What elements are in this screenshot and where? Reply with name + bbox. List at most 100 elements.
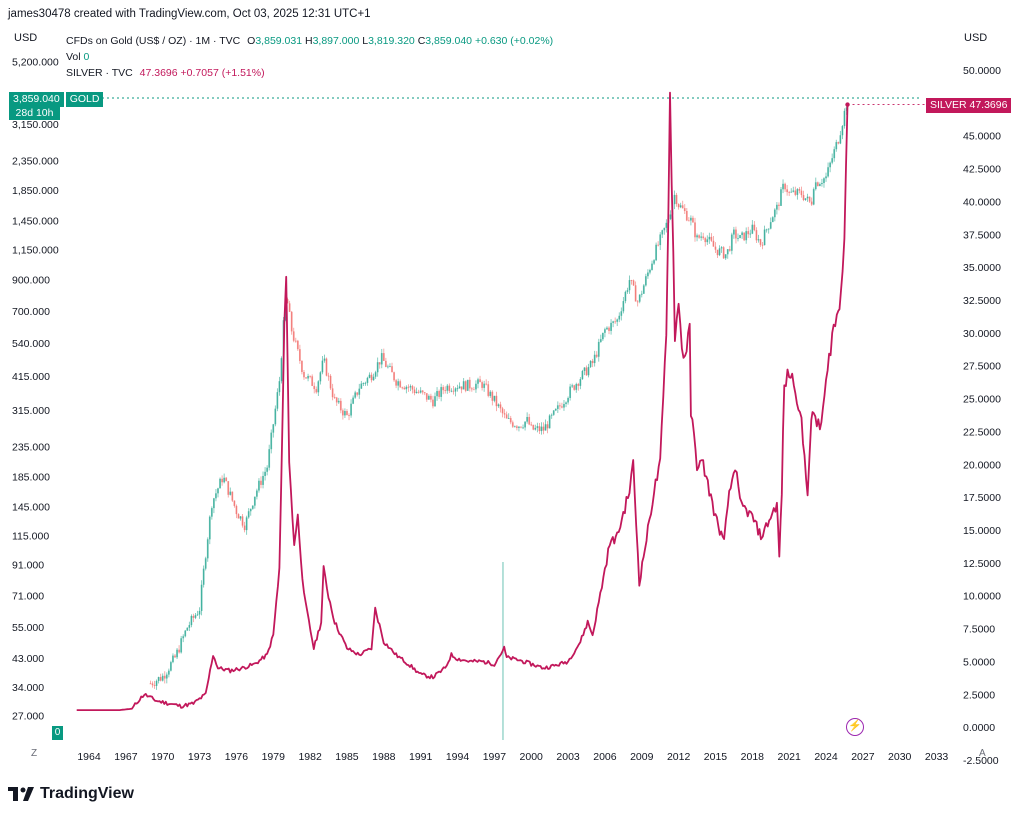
- left-tick-label: 1,850.000: [12, 185, 59, 197]
- gold-candle-body: [350, 403, 352, 416]
- gold-candle-body: [393, 372, 395, 381]
- gold-countdown: 28d 10h: [9, 107, 60, 120]
- gold-candle-body: [421, 390, 424, 393]
- gold-candle-body: [765, 229, 768, 231]
- volume-legend-row[interactable]: Vol 0: [66, 49, 553, 65]
- right-tick-label: 10.0000: [963, 591, 1001, 603]
- silver-legend-row[interactable]: SILVER · TVC 47.3696 +0.7057 (+1.51%): [66, 65, 553, 81]
- gold-candle-body: [561, 406, 563, 408]
- gold-candle-body: [726, 249, 729, 255]
- gold-candle-body: [202, 568, 205, 585]
- gold-candle-body: [409, 386, 412, 388]
- gold-candle-body: [170, 662, 172, 671]
- gold-candle-body: [833, 149, 836, 159]
- gold-candle-body: [814, 182, 817, 190]
- gold-candle-body: [679, 205, 682, 208]
- gold-candle-body: [569, 386, 572, 398]
- gold-candle-body: [837, 142, 840, 144]
- gold-candle-body: [413, 389, 416, 394]
- gold-candle-body: [724, 254, 727, 259]
- gold-candle-body: [716, 249, 719, 256]
- gold-candle-body: [810, 201, 813, 205]
- left-tick-label: 315.000: [12, 405, 50, 417]
- gold-candle-body: [634, 285, 637, 302]
- left-tick-label: 540.000: [12, 338, 50, 350]
- gold-candle-body: [335, 397, 338, 403]
- gold-candle-body: [556, 405, 559, 409]
- gold-candle-body: [737, 238, 739, 239]
- gold-candle-body: [827, 167, 829, 177]
- tradingview-logo[interactable]: TradingView: [8, 785, 134, 803]
- gold-candle-body: [479, 379, 481, 383]
- gold-candle-body: [341, 410, 344, 416]
- gold-candle-body: [669, 214, 672, 220]
- gold-candle-body: [327, 375, 330, 377]
- gold-candle-body: [200, 584, 203, 611]
- x-tick-label: 2006: [593, 751, 617, 763]
- gold-candle-body: [593, 354, 596, 364]
- left-tick-label: 34.000: [12, 682, 44, 694]
- gold-candle-body: [237, 514, 240, 519]
- gold-candle-body: [321, 360, 324, 373]
- left-currency-button[interactable]: USD: [14, 32, 38, 44]
- x-tick-label: 2003: [556, 751, 580, 763]
- gold-candle-body: [808, 196, 811, 202]
- right-tick-label: 7.5000: [963, 624, 995, 636]
- gold-candle-body: [329, 375, 332, 389]
- gold-candle-body: [182, 636, 185, 639]
- gold-candle-body: [622, 301, 625, 312]
- gold-candle-body: [775, 204, 778, 210]
- gold-change: +0.630 (+0.02%): [474, 35, 554, 47]
- gold-candle-body: [215, 493, 217, 499]
- right-tick-label: 25.0000: [963, 394, 1001, 406]
- gold-candle-body: [235, 505, 238, 515]
- gold-candle-body: [802, 195, 805, 200]
- x-tick-label: 1991: [409, 751, 433, 763]
- gold-candle-body: [165, 674, 168, 679]
- open-label: O: [247, 35, 256, 47]
- time-zone-button[interactable]: Z: [31, 748, 38, 759]
- gold-candle-body: [159, 677, 162, 681]
- gold-legend-row[interactable]: CFDs on Gold (US$ / OZ) · 1M · TVC O3,85…: [66, 33, 553, 49]
- gold-candle-body: [618, 315, 621, 320]
- gold-candle-body: [446, 385, 449, 391]
- gold-candle-body: [217, 488, 219, 494]
- gold-candle-body: [184, 630, 187, 637]
- gold-candle-body: [194, 615, 197, 618]
- gold-candle-body: [204, 558, 207, 569]
- gold-candle-body: [411, 386, 414, 390]
- lightning-icon[interactable]: ⚡: [846, 718, 864, 736]
- gold-candle-body: [176, 649, 178, 658]
- gold-candle-body: [249, 508, 252, 512]
- left-tick-label: 27.000: [12, 711, 44, 723]
- right-tick-label: 17.5000: [963, 492, 1001, 504]
- right-axis-ticks: 50.000047.500045.000042.500040.000037.50…: [963, 65, 1001, 767]
- gold-candle-body: [278, 381, 281, 393]
- gold-candle-body: [245, 517, 248, 531]
- gold-candle-body: [800, 190, 803, 196]
- gold-candle-body: [784, 183, 786, 190]
- auto-scale-button[interactable]: A: [979, 748, 986, 759]
- gold-candle-body: [260, 480, 262, 485]
- gold-candle-body: [722, 247, 725, 259]
- gold-candle-body: [835, 142, 838, 150]
- gold-candle-body: [464, 381, 467, 391]
- gold-candle-body: [456, 388, 459, 390]
- chart-canvas[interactable]: 1964 1967 1970 1973 1976 1979 1982 1985 1988 1991…: [0, 0, 1024, 770]
- gold-price-value: 3,859.040: [9, 92, 64, 107]
- gold-candle-body: [563, 404, 565, 408]
- gold-candle-body: [360, 383, 363, 389]
- gold-candle-body: [628, 280, 631, 291]
- gold-candle-body: [591, 360, 594, 364]
- gold-candle-body: [493, 395, 496, 401]
- gold-candle-body: [481, 382, 483, 388]
- gold-candle-body: [358, 388, 361, 395]
- right-currency-button[interactable]: USD: [964, 32, 988, 44]
- gold-candle-body: [303, 371, 305, 378]
- x-tick-label: 1976: [225, 751, 249, 763]
- gold-candle-body: [155, 680, 158, 686]
- silver-tag: SILVER: [930, 99, 967, 111]
- gold-candle-body: [315, 389, 318, 393]
- silver-series: [76, 91, 925, 711]
- gold-candle-body: [198, 610, 201, 615]
